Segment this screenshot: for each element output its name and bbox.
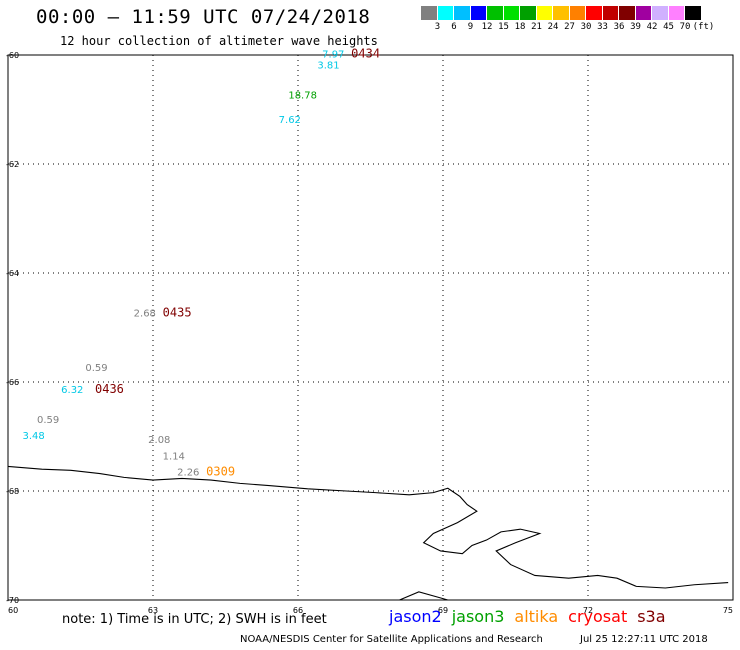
legend-swatch xyxy=(470,6,487,20)
legend-label: 3 xyxy=(434,22,441,32)
legend-swatch xyxy=(536,6,553,20)
satellite-altika: altika xyxy=(514,607,559,626)
legend-label: 6 xyxy=(451,22,457,32)
lon-tick-label: 63 xyxy=(148,606,158,615)
lat-tick-label: -62 xyxy=(6,160,19,169)
wave-height-label: 2.08 xyxy=(148,435,170,446)
lat-tick-label: -64 xyxy=(6,269,19,278)
wave-height-label: 7.97 xyxy=(322,50,344,61)
legend-label: 70 xyxy=(679,22,691,32)
lon-tick-label: 72 xyxy=(583,606,593,615)
legend-label: 45 xyxy=(663,22,674,32)
legend-swatch xyxy=(652,6,669,20)
pass-time-label: 0436 xyxy=(95,382,124,396)
lon-tick-label: 75 xyxy=(723,606,733,615)
pass-time-label: 0435 xyxy=(163,306,192,320)
coastline xyxy=(7,465,729,589)
wave-height-label: 6.32 xyxy=(61,385,83,396)
chart-title: 00:00 – 11:59 UTC 07/24/2018 xyxy=(36,6,371,28)
satellite-jason2: jason2 xyxy=(389,607,442,626)
legend-swatch xyxy=(437,6,454,20)
wave-height-label: 7.62 xyxy=(279,115,301,126)
legend-swatch xyxy=(487,6,504,20)
legend-swatch xyxy=(553,6,570,20)
legend-swatch xyxy=(668,6,685,20)
legend-label: 15 xyxy=(498,22,509,32)
legend-swatch xyxy=(520,6,537,20)
chart-subtitle: 12 hour collection of altimeter wave hei… xyxy=(60,34,378,48)
coastline-segment xyxy=(399,591,448,601)
legend-label: 21 xyxy=(531,22,542,32)
wave-height-label: 2.68 xyxy=(134,309,156,320)
legend-label: 33 xyxy=(597,22,608,32)
lat-tick-label: -68 xyxy=(6,487,19,496)
satellite-cryosat: cryosat xyxy=(568,607,628,626)
lon-tick-label: 66 xyxy=(293,606,303,615)
lat-tick-label: -66 xyxy=(6,378,19,387)
lat-tick-label: -70 xyxy=(6,596,19,605)
legend-label: 30 xyxy=(580,22,592,32)
legend-swatch xyxy=(503,6,520,20)
footer-timestamp: Jul 25 12:27:11 UTC 2018 xyxy=(580,634,708,645)
legend-swatch xyxy=(619,6,636,20)
color-legend xyxy=(421,6,702,20)
satellite-legend: jason2 jason3 altika cryosat s3a xyxy=(389,607,676,626)
lon-tick-label: 60 xyxy=(8,606,18,615)
wave-height-label: 2.26 xyxy=(177,468,199,479)
wave-height-label: 0.59 xyxy=(37,415,59,426)
satellite-jason3: jason3 xyxy=(451,607,505,626)
wave-height-label: 1.14 xyxy=(163,451,185,462)
lat-tick-label: -60 xyxy=(6,51,19,60)
satellite-s3a: s3a xyxy=(637,607,666,626)
lon-tick-label: 69 xyxy=(438,606,448,615)
wave-height-label: 3.81 xyxy=(317,61,339,72)
legend-label: 36 xyxy=(613,22,625,32)
legend-label: 39 xyxy=(630,22,641,32)
map-frame xyxy=(7,54,734,601)
wave-height-label: 3.48 xyxy=(23,431,45,442)
legend-swatch xyxy=(586,6,603,20)
legend-swatch xyxy=(421,6,438,20)
footer-credit: NOAA/NESDIS Center for Satellite Applica… xyxy=(240,634,543,645)
pass-time-label: 0309 xyxy=(206,465,235,479)
legend-swatch xyxy=(569,6,586,20)
legend-label: 42 xyxy=(646,22,658,32)
legend-label: 18 xyxy=(514,22,526,32)
pass-time-label: 0434 xyxy=(351,47,380,61)
legend-label: 27 xyxy=(564,22,575,32)
wave-height-label: 0.59 xyxy=(85,363,107,374)
legend-label: 9 xyxy=(467,22,474,32)
legend-swatch xyxy=(602,6,619,20)
footer-note: note: 1) Time is in UTC; 2) SWH is in fe… xyxy=(62,612,327,627)
wave-height-label: 18.78 xyxy=(288,91,317,102)
legend-label: 12 xyxy=(481,22,493,32)
legend-unit: (ft) xyxy=(692,22,715,32)
legend-swatch xyxy=(635,6,652,20)
legend-swatch xyxy=(454,6,471,20)
legend-label: 24 xyxy=(547,22,559,32)
legend-swatch xyxy=(685,6,702,20)
